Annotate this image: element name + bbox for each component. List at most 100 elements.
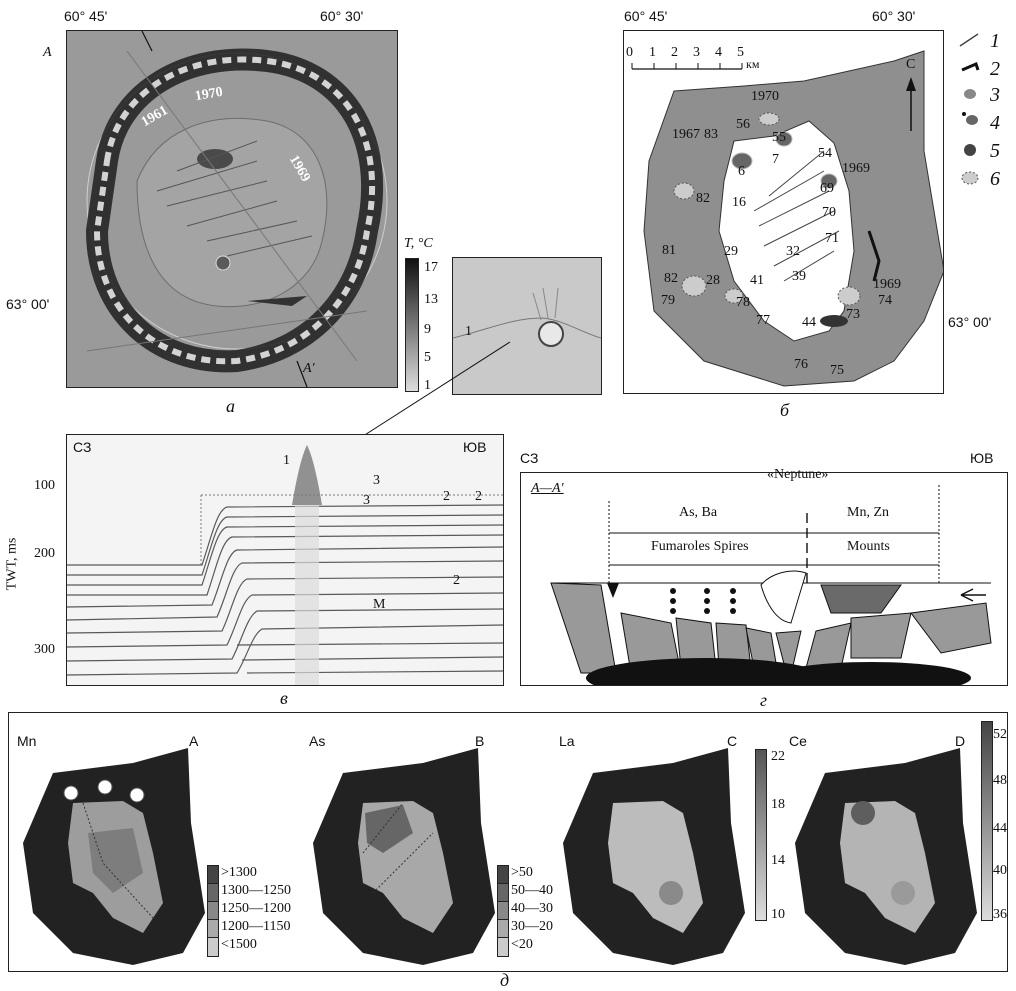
map-letter: D (955, 733, 966, 749)
station-label: 70 (822, 205, 836, 220)
right-element-group: Mn, Zn (847, 505, 889, 520)
temp-tick: 17 (424, 260, 438, 275)
station-label: 39 (792, 269, 806, 284)
panel-v-caption: в (280, 688, 288, 708)
temp-tick: 9 (424, 322, 431, 337)
right-subgroup: Mounts (847, 539, 890, 554)
left-subgroup: Fumaroles Spires (651, 539, 749, 554)
panel-a-lon-right: 60° 30' (320, 8, 364, 24)
scale-unit: км (746, 57, 760, 71)
mn-map-block: Mn A >1300 1300—1250 1250—1200 1200—1150… (9, 713, 299, 971)
reflector-marker: 3 (373, 473, 380, 488)
scale-tick: 2 (671, 45, 678, 60)
inset-label: 1 (465, 324, 472, 339)
panel-a-lat: 63° 00' (6, 296, 50, 312)
seismic-ytick: 300 (34, 642, 55, 657)
panel-a-caption: а (226, 396, 235, 416)
colorbar-tick: 18 (771, 797, 785, 812)
mound-inset-image (452, 287, 602, 347)
colorbar-tick: 22 (771, 749, 785, 764)
map-letter: C (727, 733, 738, 749)
reflector-marker: 3 (363, 493, 370, 508)
station-label: 54 (818, 146, 832, 161)
scale-tick: 3 (693, 45, 700, 60)
element-name: As (309, 733, 326, 749)
legend-range: <20 (511, 937, 533, 952)
colorbar-tick: 10 (771, 907, 785, 922)
legend-range: 50—40 (511, 883, 553, 898)
station-label: 79 (661, 293, 675, 308)
colorbar-tick: 48 (993, 773, 1007, 788)
station-label: 82 (696, 191, 710, 206)
map-letter: A (189, 733, 199, 749)
section-dir-right: ЮВ (970, 450, 994, 466)
station-label: 28 (706, 273, 720, 288)
element-name: Ce (789, 733, 807, 749)
legend-item: 6 (990, 168, 1000, 190)
ce-colorbar (981, 721, 993, 921)
legend-item: 3 (990, 84, 1000, 106)
relief-map-frame: A A′ 1961 1970 1969 (43, 30, 398, 388)
legend-range: 40—30 (511, 901, 553, 916)
legend-range: 1200—1150 (221, 919, 291, 934)
legend-swatch (497, 919, 509, 939)
station-label: 41 (750, 273, 764, 288)
legend-item: 1 (990, 30, 1000, 52)
la-map-block: La C 22 18 14 10 (549, 713, 785, 971)
station-label: 6 (738, 164, 745, 179)
station-label: 83 (704, 127, 718, 142)
ce-map-block: Ce D 52 48 44 40 36 (785, 713, 1007, 971)
section-dir-left: СЗ (520, 450, 539, 466)
station-label: 73 (846, 307, 860, 322)
panel-d-caption: д (500, 970, 510, 990)
panel-b-lon-right: 60° 30' (872, 8, 916, 24)
cross-section (550, 485, 992, 698)
la-distribution-map (563, 748, 745, 965)
section-title: «Neptune» (767, 467, 829, 482)
colorbar-tick: 14 (771, 853, 785, 868)
legend-swatch (497, 937, 509, 957)
legend-range: >50 (511, 865, 533, 880)
panel-b-lat: 63° 00' (948, 314, 992, 330)
station-label: 44 (802, 315, 816, 330)
reflector-marker: M (373, 597, 386, 612)
legend-range: <1500 (221, 937, 257, 952)
seismic-ytick: 200 (34, 546, 55, 561)
legend-swatch (497, 865, 509, 885)
mn-distribution-map (23, 748, 205, 965)
profile-end-label: A′ (303, 361, 315, 376)
seismic-ytick: 100 (34, 478, 55, 493)
legend-item: 2 (990, 58, 1000, 80)
crater-relief-map (85, 30, 388, 388)
cross-section-frame: A—A′ «Neptune» As, Ba Mn, Zn Fumaroles S… (520, 467, 1008, 698)
legend-swatch (497, 901, 509, 921)
panel-b: 60° 45' 60° 30' (600, 0, 1016, 430)
station-label: 77 (756, 313, 770, 328)
panel-g: СЗ ЮВ A—A (510, 428, 1016, 718)
temp-tick: 13 (424, 292, 438, 307)
seismic-section (66, 445, 504, 685)
year-label: 1969 (842, 161, 870, 176)
panel-b-lon-left: 60° 45' (624, 8, 668, 24)
legend-swatch (207, 937, 219, 957)
reflector-marker: 1 (283, 453, 290, 468)
map-legend: 1 2 3 4 5 6 (956, 30, 1016, 220)
sampling-map (631, 50, 945, 387)
station-label: 82 (664, 271, 678, 286)
seismic-dir-left: СЗ (73, 439, 92, 455)
station-label: 56 (736, 117, 750, 132)
profile-start-label: A (43, 45, 52, 60)
element-name: La (559, 733, 575, 749)
element-name: Mn (17, 733, 37, 749)
station-label: 81 (662, 243, 676, 258)
panel-v: TWT, ms СЗ ЮВ 1 3 3 2 (0, 428, 510, 718)
station-label: 32 (786, 244, 800, 259)
panel-a: 60° 45' 60° 30' A A′ 1961 1970 1969 63° … (0, 0, 610, 471)
station-label: 75 (830, 363, 844, 378)
legend-swatch (497, 883, 509, 903)
as-map-block: As B >50 50—40 40—30 30—20 <20 (299, 713, 553, 971)
la-colorbar (755, 749, 767, 921)
station-label: 71 (825, 231, 839, 246)
temperature-colorbar (405, 258, 419, 392)
year-label: 1967 (672, 127, 700, 142)
